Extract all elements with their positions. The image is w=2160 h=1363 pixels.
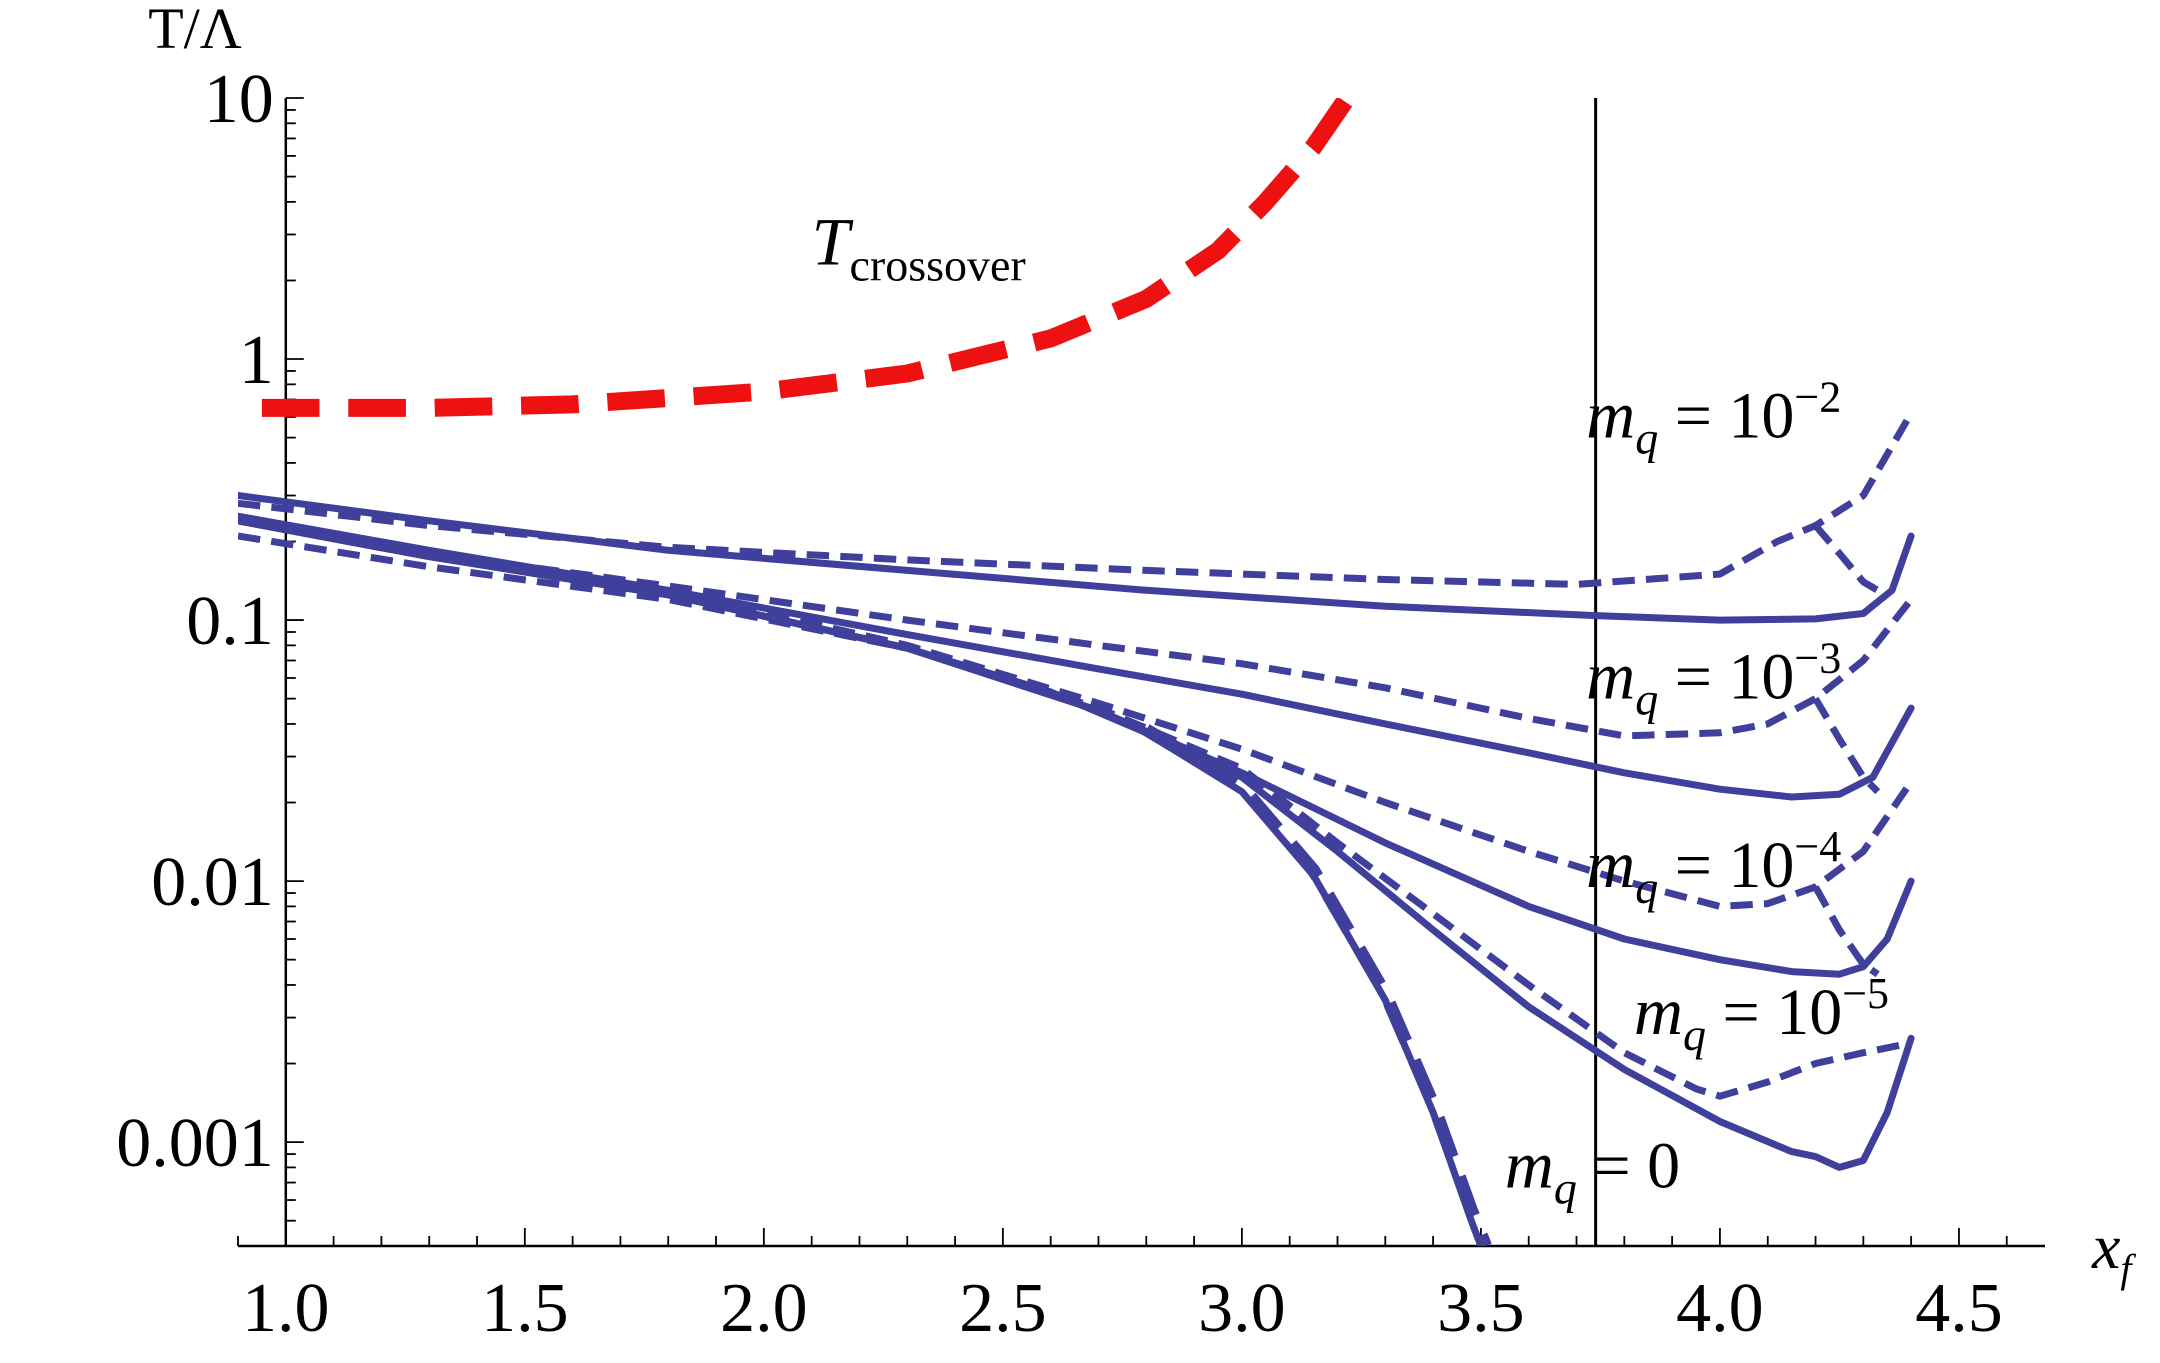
annotation-main: m: [1634, 973, 1683, 1049]
ticks: 1.0 1.5 2.0 2.5 3.0 3.5 4.0 4.5 0.001 0.01 0.1 1 10: [116, 61, 2008, 1347]
series-line-9: [1812, 885, 1880, 978]
x-axis-title-main: x: [2091, 1211, 2120, 1282]
x-tick-label: 1.5: [481, 1270, 569, 1347]
x-axis-title: xf: [2091, 1211, 2136, 1291]
annotation-sup: −5: [1842, 969, 1889, 1018]
y-tick-label: 0.01: [151, 844, 274, 921]
annotation-rest: = 10: [1706, 976, 1842, 1049]
annotation-rest: = 10: [1658, 641, 1794, 714]
annotation-main: m: [1586, 377, 1635, 453]
annotation-label-4: mq = 10−5: [1634, 969, 1889, 1060]
x-tick-label: 2.0: [720, 1270, 808, 1347]
series-line-7: [238, 517, 1915, 978]
series-line-5: [238, 517, 1914, 740]
annotation-main: m: [1586, 826, 1635, 902]
x-tick-label: 3.5: [1437, 1270, 1525, 1347]
series-line-2: [238, 411, 1915, 588]
annotation-sub: q: [1683, 1009, 1706, 1060]
annotation-sub: crossover: [849, 240, 1025, 291]
annotation-sub: q: [1635, 413, 1658, 464]
annotation-rest: = 0: [1577, 1130, 1680, 1203]
series-line-1: [238, 492, 1915, 624]
annotation-sub: q: [1635, 862, 1658, 913]
annotation-main: m: [1586, 638, 1635, 714]
series-line-6: [1812, 696, 1881, 795]
series-line-13: [1142, 724, 1492, 1246]
annotation-sub: q: [1554, 1163, 1577, 1214]
annotation-label-0: Tcrossover: [812, 204, 1026, 291]
y-tick-label: 1: [239, 322, 274, 399]
annotation-sub: q: [1635, 674, 1658, 725]
annotation-label-2: mq = 10−3: [1586, 634, 1841, 725]
x-axis-title-sub: f: [2120, 1246, 2136, 1291]
annotation-main: m: [1505, 1127, 1554, 1203]
annotation-main: T: [812, 204, 854, 280]
annotation-rest: = 10: [1658, 380, 1794, 453]
annotation-label-1: mq = 10−2: [1586, 373, 1841, 464]
x-tick-label: 3.0: [1198, 1270, 1286, 1347]
annotation-rest: = 10: [1658, 829, 1794, 902]
series-group: [238, 98, 1915, 1246]
y-axis-title: T/Λ: [148, 0, 242, 61]
annotation-sup: −4: [1794, 822, 1841, 871]
annotation-sup: −3: [1794, 634, 1841, 683]
annotation-label-5: mq = 0: [1505, 1127, 1680, 1214]
series-line-12: [238, 517, 1485, 1246]
y-tick-label: 0.1: [186, 583, 274, 660]
x-tick-label: 2.5: [959, 1270, 1047, 1347]
series-line-8: [238, 517, 1914, 910]
y-tick-label: 0.001: [116, 1105, 274, 1182]
x-tick-label: 1.0: [242, 1270, 330, 1347]
series-line-0: [261, 98, 1355, 417]
series-line-3: [1812, 523, 1880, 594]
x-tick-label: 4.0: [1676, 1270, 1764, 1347]
y-tick-label: 10: [204, 61, 274, 138]
annotation-label-3: mq = 10−4: [1586, 822, 1841, 913]
annotation-sup: −2: [1794, 373, 1841, 422]
x-tick-label: 4.5: [1915, 1270, 2003, 1347]
